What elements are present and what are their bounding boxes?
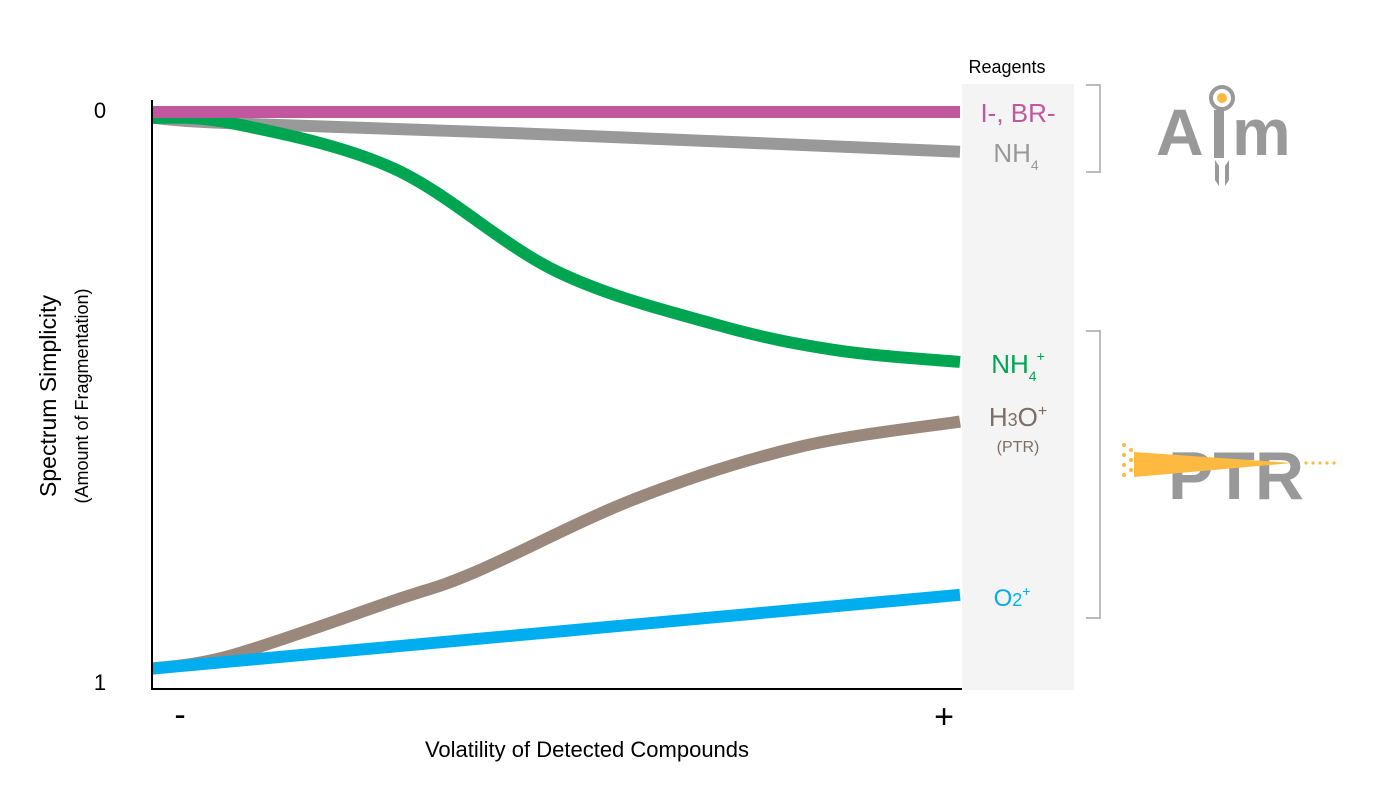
aim-logo: A m bbox=[1156, 85, 1291, 186]
y-axis-sublabel: (Amount of Fragmentation) bbox=[72, 288, 92, 503]
series-lines bbox=[151, 105, 961, 675]
label-h3o-plus: H3O+ bbox=[989, 402, 1047, 432]
reagent-panel bbox=[962, 84, 1074, 690]
label-i-br: I-, BR- bbox=[980, 98, 1055, 128]
label-ptr-sub: (PTR) bbox=[997, 439, 1040, 456]
svg-text:PTR: PTR bbox=[1168, 438, 1304, 514]
series-line-o2 bbox=[151, 588, 961, 675]
series-line-nh4 bbox=[151, 111, 961, 368]
y-tick-top: 0 bbox=[94, 98, 106, 123]
x-tick-low: - bbox=[174, 696, 185, 734]
x-tick-high: + bbox=[934, 698, 954, 736]
bracket-ptr bbox=[1086, 330, 1101, 619]
x-axis-label: Volatility of Detected Compounds bbox=[425, 737, 749, 762]
legend-title: Reagents bbox=[968, 57, 1045, 77]
svg-text:A: A bbox=[1156, 95, 1204, 169]
series-line-h3o bbox=[151, 415, 961, 675]
ptr-logo: PTR bbox=[1122, 438, 1336, 514]
y-axis-label: Spectrum Simplicity bbox=[35, 295, 61, 497]
bracket-aim bbox=[1086, 84, 1101, 173]
svg-text:m: m bbox=[1232, 95, 1291, 169]
y-tick-bottom: 1 bbox=[94, 670, 106, 695]
